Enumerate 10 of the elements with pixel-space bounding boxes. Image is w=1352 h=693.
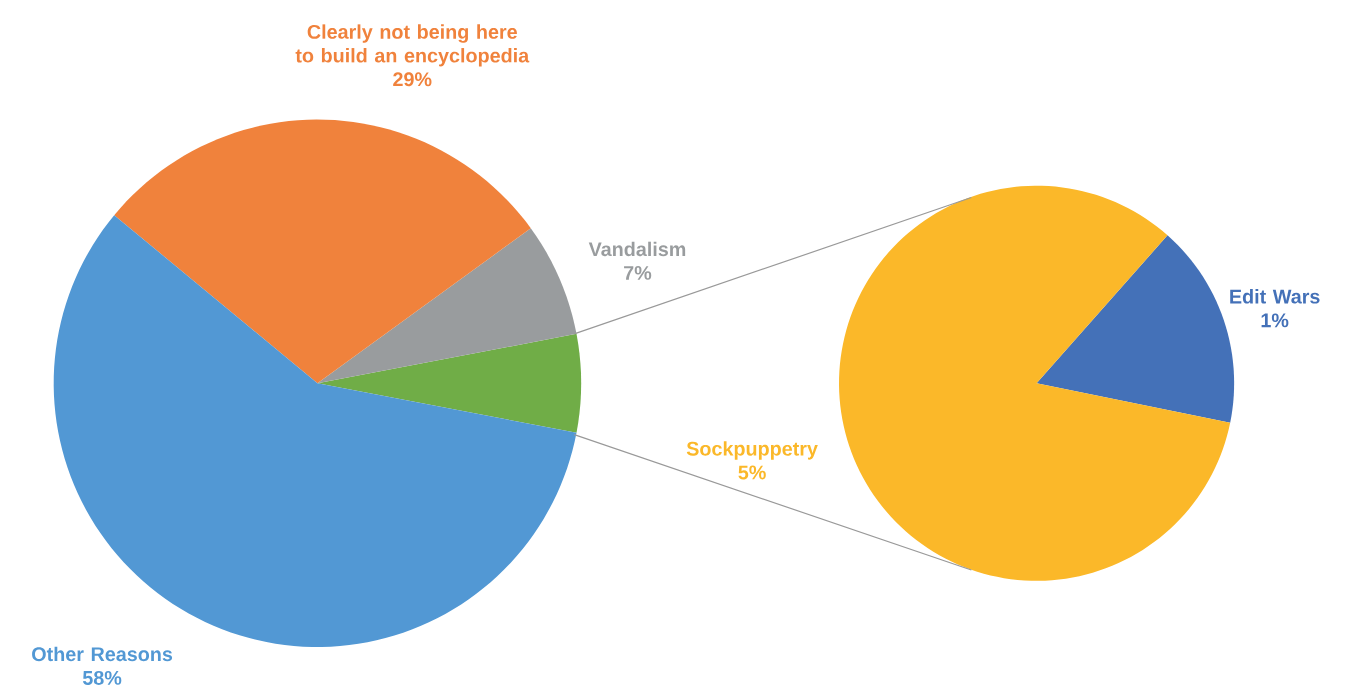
- data-label: 58%: [82, 670, 122, 685]
- slice-label: Sockpuppetry: [686, 441, 818, 460]
- data-label: 29%: [393, 72, 432, 87]
- slice-label: Vandalism: [588, 241, 686, 256]
- slice-label: Clearly not being here to build an encyclopedia: [295, 24, 530, 67]
- slice-label: Edit Wars: [1230, 288, 1320, 304]
- slice-label: Other Reasons: [32, 646, 173, 661]
- data-label: 5%: [738, 465, 766, 480]
- data-label: 1%: [1261, 313, 1289, 328]
- data-label: 7%: [624, 265, 652, 280]
